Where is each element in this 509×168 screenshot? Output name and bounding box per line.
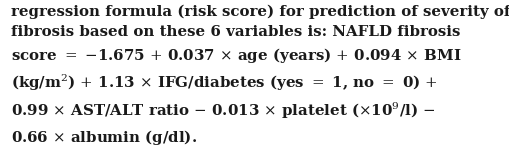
Text: regression formula (risk score) for prediction of severity of
fibrosis based on : regression formula (risk score) for pred…	[11, 5, 509, 147]
